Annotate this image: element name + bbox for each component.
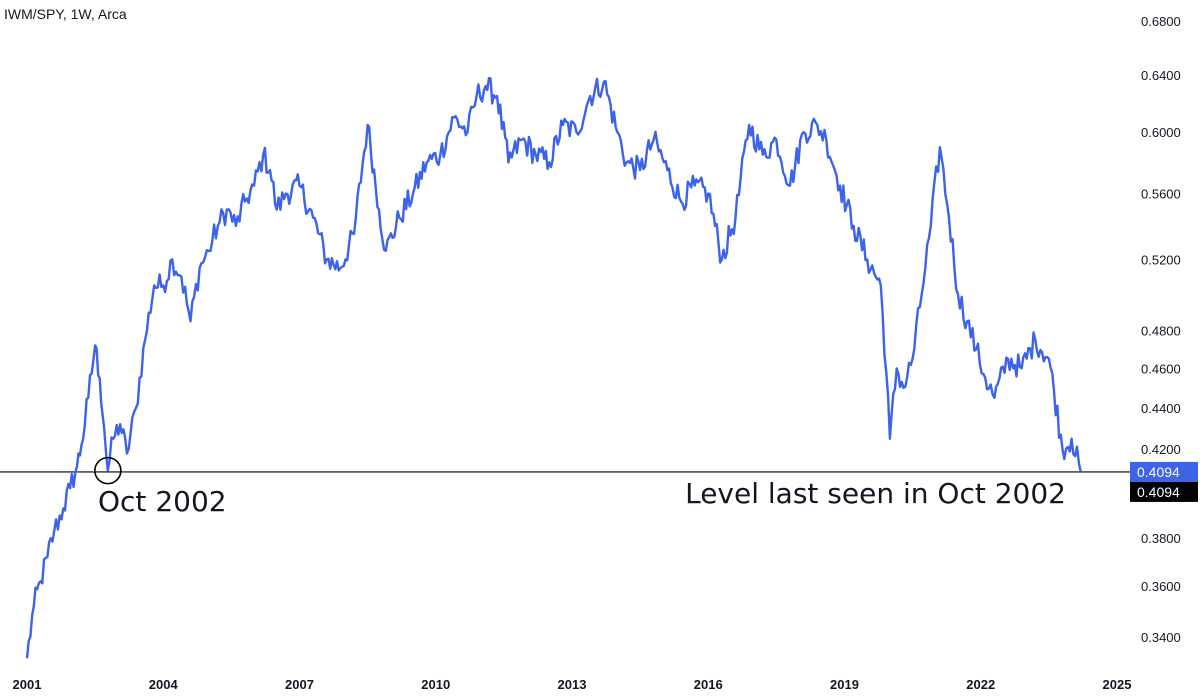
y-tick-label: 0.3800 (1141, 531, 1181, 546)
price-badge-blue-label: 0.4094 (1137, 464, 1180, 480)
y-tick-label: 0.6000 (1141, 125, 1181, 140)
annotation-oct-2002: Oct 2002 (98, 485, 227, 518)
x-tick-label: 2007 (285, 677, 314, 692)
y-tick-label: 0.6800 (1141, 14, 1181, 29)
y-tick-label: 0.4200 (1141, 442, 1181, 457)
oct-2002-marker (94, 456, 122, 485)
price-badge-blue: 0.4094 (1130, 461, 1198, 482)
price-badge-black: 0.4094 (1130, 481, 1198, 502)
price-badge-black-label: 0.4094 (1137, 484, 1180, 500)
x-tick-label: 2022 (966, 677, 995, 692)
x-tick-label: 2010 (421, 677, 450, 692)
annotation-level-last-seen: Level last seen in Oct 2002 (685, 477, 1066, 510)
y-tick-label: 0.5200 (1141, 252, 1181, 267)
series-line (25, 76, 1082, 659)
y-axis: 0.34000.36000.38000.40000.42000.44000.46… (1141, 14, 1181, 645)
y-tick-label: 0.4400 (1141, 401, 1181, 416)
y-tick-label: 0.4800 (1141, 324, 1181, 339)
x-tick-label: 2013 (558, 677, 587, 692)
x-axis: 2001 2004 2007 2010 2013 2016 2019 2022 2025 (13, 677, 1132, 692)
x-tick-label: 2016 (694, 677, 723, 692)
y-tick-label: 0.3400 (1141, 630, 1181, 645)
x-tick-label: 2001 (13, 677, 42, 692)
y-tick-label: 0.6400 (1141, 68, 1181, 83)
chart-title: IWM/SPY, 1W, Arca (4, 6, 127, 22)
x-tick-label: 2025 (1103, 677, 1132, 692)
x-tick-label: 2004 (149, 677, 179, 692)
x-tick-label: 2019 (830, 677, 859, 692)
y-tick-label: 0.4600 (1141, 361, 1181, 376)
y-tick-label: 0.3600 (1141, 579, 1181, 594)
y-tick-label: 0.5600 (1141, 187, 1181, 202)
